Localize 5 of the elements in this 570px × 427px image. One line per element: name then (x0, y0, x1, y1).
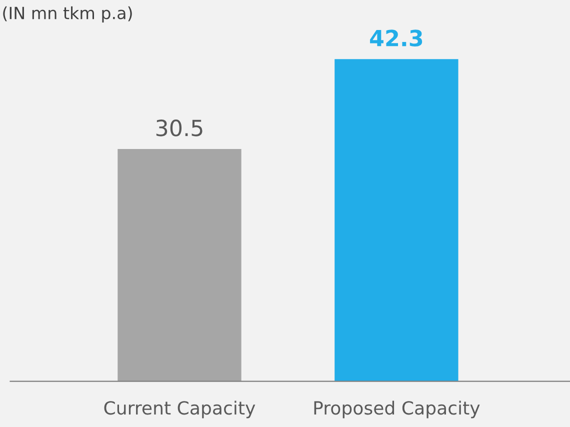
x-tick-label: Proposed Capacity (314, 400, 480, 418)
data-label: 42.3 (370, 30, 422, 46)
data-label: 30.5 (156, 120, 202, 136)
x-tick-label: Current Capacity (104, 400, 256, 418)
chart-title: (IN mn tkm p.a) (3, 6, 132, 23)
